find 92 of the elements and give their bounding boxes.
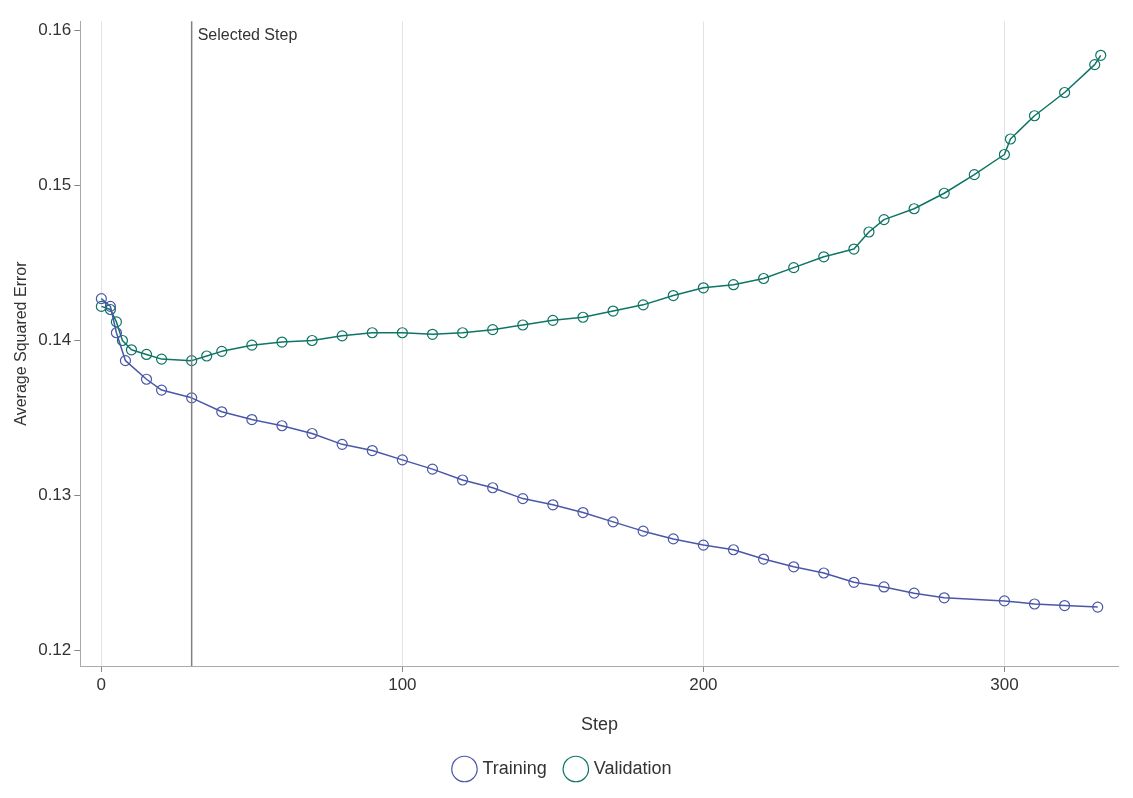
- point: [938, 187, 950, 199]
- point: [186, 355, 198, 367]
- point: [110, 316, 123, 328]
- point: [110, 327, 123, 339]
- point: [276, 336, 288, 348]
- point: [306, 334, 318, 347]
- point: [908, 203, 920, 215]
- point: [517, 319, 529, 331]
- point: [366, 327, 378, 339]
- point: [547, 499, 559, 511]
- point: [186, 392, 198, 404]
- point: [95, 300, 107, 312]
- point: [336, 330, 348, 342]
- point: [848, 576, 860, 588]
- point: [878, 214, 890, 226]
- point: [818, 567, 830, 579]
- point: [1028, 110, 1041, 122]
- point: [908, 587, 920, 599]
- point: [1092, 601, 1104, 613]
- point: [818, 251, 830, 263]
- point: [104, 300, 116, 312]
- point: [577, 311, 589, 323]
- point: [863, 226, 875, 238]
- x-axis-title: Step: [581, 714, 619, 735]
- point: [878, 581, 890, 593]
- point: [456, 327, 469, 339]
- point: [637, 299, 649, 311]
- point: [998, 148, 1011, 161]
- y-tick-label: 0.16: [38, 20, 72, 40]
- point: [140, 373, 153, 385]
- point: [276, 420, 288, 432]
- point: [456, 474, 469, 486]
- legend-label: Validation: [593, 757, 672, 778]
- point: [998, 595, 1011, 607]
- x-tick-label: 300: [990, 674, 1019, 694]
- point: [697, 282, 709, 294]
- point: [125, 344, 138, 356]
- point: [201, 350, 213, 362]
- point: [788, 561, 800, 573]
- x-tick-label: 100: [388, 674, 417, 694]
- point: [1028, 598, 1041, 610]
- point: [336, 438, 348, 450]
- point: [758, 553, 770, 565]
- legend-label: Training: [482, 757, 547, 778]
- point: [1089, 59, 1101, 71]
- point: [697, 539, 709, 551]
- point: [1059, 599, 1071, 612]
- y-tick-label: 0.12: [38, 640, 72, 660]
- point: [968, 169, 980, 181]
- point: [104, 303, 116, 316]
- point: [938, 592, 950, 604]
- point: [727, 279, 740, 291]
- ref-line-label: Selected Step: [197, 25, 298, 43]
- y-tick-label: 0.14: [38, 330, 72, 350]
- point: [788, 262, 800, 274]
- point: [607, 305, 619, 317]
- point: [517, 493, 529, 505]
- point: [306, 427, 318, 440]
- y-axis-title: Average Squared Error: [12, 260, 30, 426]
- point: [216, 406, 228, 418]
- point: [607, 516, 619, 528]
- point: [140, 348, 153, 361]
- point: [396, 454, 408, 466]
- point: [216, 345, 228, 357]
- point: [366, 444, 378, 457]
- point: [426, 328, 439, 340]
- point: [727, 544, 740, 556]
- point: [246, 413, 258, 426]
- point: [116, 334, 129, 347]
- x-tick-label: 200: [689, 674, 718, 694]
- point: [155, 353, 168, 365]
- point: [667, 289, 679, 302]
- point: [1059, 86, 1071, 99]
- y-tick-label: 0.15: [38, 175, 72, 195]
- point: [547, 314, 559, 326]
- point: [848, 243, 860, 255]
- point: [758, 272, 770, 285]
- point: [95, 293, 107, 305]
- y-tick-label: 0.13: [38, 485, 72, 505]
- point: [637, 525, 649, 537]
- point: [1004, 133, 1017, 145]
- point: [577, 506, 589, 519]
- point: [487, 324, 499, 336]
- point: [1095, 49, 1107, 61]
- point: [667, 533, 679, 545]
- point: [487, 482, 499, 494]
- point: [396, 327, 408, 339]
- point: [426, 463, 439, 475]
- point: [119, 355, 132, 367]
- point: [155, 384, 168, 396]
- x-tick-label: 0: [96, 674, 107, 694]
- point: [246, 339, 258, 351]
